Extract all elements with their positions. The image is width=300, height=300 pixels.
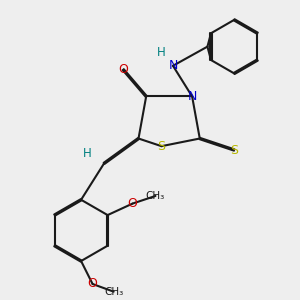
Text: H: H [157, 46, 166, 59]
Text: O: O [128, 197, 137, 210]
Text: S: S [158, 140, 166, 153]
Text: N: N [188, 90, 197, 103]
Text: H: H [82, 147, 91, 160]
Text: O: O [118, 63, 128, 76]
Text: CH₃: CH₃ [146, 191, 165, 201]
Text: S: S [230, 143, 238, 157]
Text: CH₃: CH₃ [104, 286, 123, 297]
Text: N: N [168, 59, 178, 72]
Text: O: O [88, 278, 98, 290]
